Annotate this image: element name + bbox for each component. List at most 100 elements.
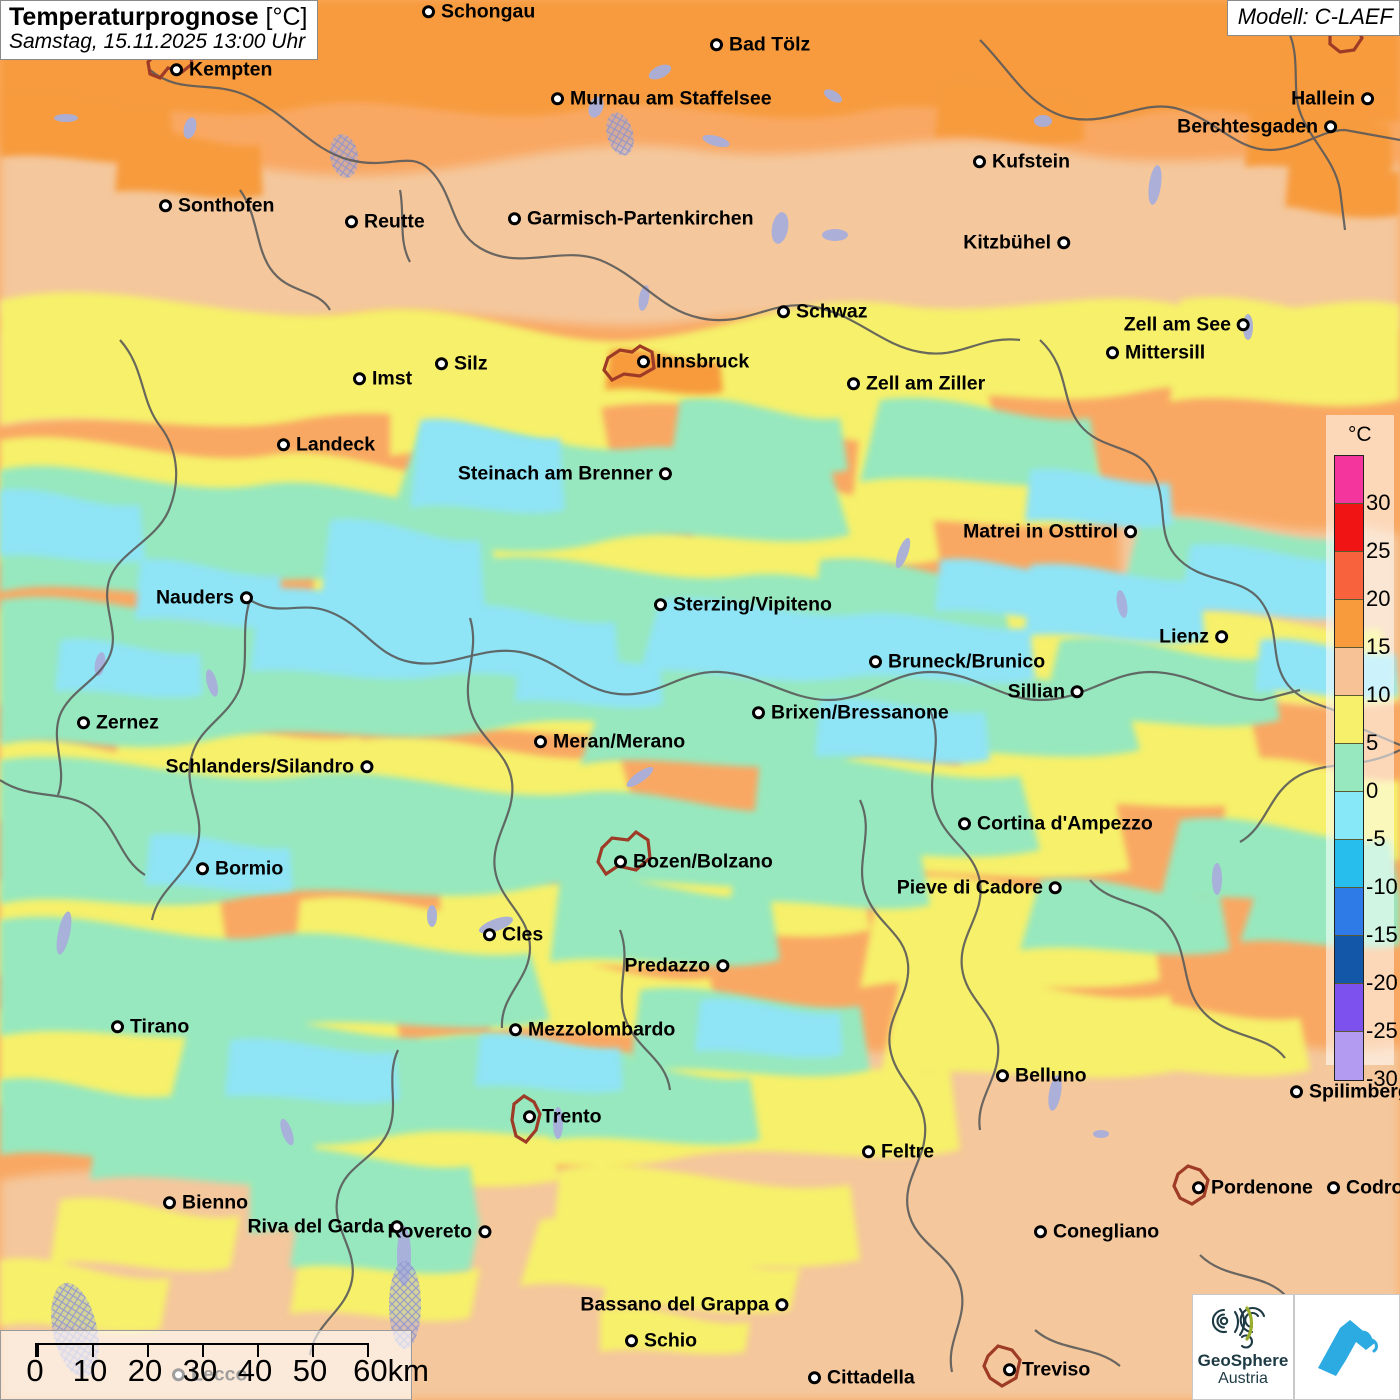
city-marker[interactable]: Silz [435, 354, 488, 374]
city-dot-icon [1215, 630, 1228, 644]
city-dot-icon [422, 5, 435, 19]
city-label: Schlanders/Silandro [165, 755, 354, 778]
scale-tick [147, 1345, 149, 1357]
city-marker[interactable]: Tirano [111, 1017, 189, 1037]
city-label: Cles [502, 923, 544, 946]
city-label: Belluno [1015, 1064, 1087, 1087]
legend-band-5 [1335, 696, 1363, 744]
page-title: Temperaturprognose [°C] [9, 4, 307, 30]
city-label: Zell am Ziller [866, 372, 986, 395]
city-marker[interactable]: Rovereto [387, 1222, 491, 1242]
city-label: Schio [644, 1329, 698, 1352]
city-marker[interactable]: Zell am See [1124, 315, 1250, 335]
legend-band-0 [1335, 744, 1363, 792]
city-marker[interactable]: Bruneck/Brunico [869, 652, 1045, 672]
city-marker[interactable]: Schwaz [777, 302, 868, 322]
city-marker[interactable]: Reutte [345, 212, 425, 232]
city-marker[interactable]: Feltre [862, 1142, 934, 1162]
city-marker[interactable]: Conegliano [1034, 1222, 1159, 1242]
city-label: Bormio [215, 857, 284, 880]
city-marker[interactable]: Sterzing/Vipiteno [654, 595, 832, 615]
city-marker[interactable]: Steinach am Brenner [458, 464, 672, 484]
city-marker[interactable]: Sonthofen [159, 196, 274, 216]
city-label: Sterzing/Vipiteno [673, 593, 832, 616]
city-marker[interactable]: Lienz [1159, 627, 1228, 647]
city-dot-icon [1324, 120, 1337, 134]
city-dot-icon [973, 155, 986, 169]
city-marker[interactable]: Nauders [156, 588, 253, 608]
legend-tick--25: -25 [1366, 1018, 1398, 1043]
city-marker[interactable]: Sillian [1008, 682, 1084, 702]
legend-tick--20: -20 [1366, 970, 1398, 995]
city-label: Meran/Merano [553, 730, 686, 753]
city-marker[interactable]: Cortina d'Ampezzo [958, 814, 1153, 834]
city-marker[interactable]: Innsbruck [637, 352, 749, 372]
city-label: Zell am See [1123, 313, 1231, 336]
city-marker[interactable]: Kufstein [973, 152, 1070, 172]
city-marker[interactable]: Brixen/Bressanone [752, 703, 949, 723]
city-marker[interactable]: Codroipo [1327, 1178, 1400, 1198]
city-marker[interactable]: Schio [625, 1331, 697, 1351]
city-marker[interactable]: Bad Tölz [710, 35, 810, 55]
city-dot-icon [1003, 1363, 1016, 1377]
city-marker[interactable]: Cittadella [808, 1368, 915, 1388]
city-marker[interactable]: Bormio [196, 859, 283, 879]
city-marker[interactable]: Belluno [996, 1066, 1087, 1086]
scale-label: 50 [292, 1353, 328, 1388]
city-label: Codroipo [1346, 1176, 1400, 1199]
city-marker[interactable]: Riva del Garda [247, 1217, 403, 1237]
city-marker[interactable]: Zernez [77, 713, 159, 733]
legend-tick-5: 5 [1366, 730, 1379, 755]
city-label: Kitzbühel [963, 231, 1051, 254]
legend-band--5 [1335, 792, 1363, 840]
legend-band-15 [1335, 600, 1363, 648]
scale-tick [92, 1345, 94, 1357]
city-marker[interactable]: Mittersill [1106, 343, 1205, 363]
city-marker[interactable]: Bassano del Grappa [580, 1295, 788, 1315]
city-dot-icon [1034, 1225, 1047, 1239]
city-marker[interactable]: Kitzbühel [963, 233, 1070, 253]
city-marker[interactable]: Murnau am Staffelsee [551, 89, 772, 109]
legend-tick--15: -15 [1366, 922, 1398, 947]
city-label: Pieve di Cadore [896, 876, 1043, 899]
city-marker[interactable]: Trento [523, 1107, 602, 1127]
city-marker[interactable]: Cles [483, 925, 543, 945]
city-marker[interactable]: Garmisch-Partenkirchen [508, 209, 754, 229]
city-marker[interactable]: Meran/Merano [534, 732, 685, 752]
city-marker[interactable]: Imst [353, 369, 412, 389]
city-marker[interactable]: Bozen/Bolzano [614, 852, 773, 872]
city-dot-icon [196, 862, 209, 876]
scale-bar: 0 10 20 30 40 50 60km [0, 1330, 429, 1400]
city-dot-icon [716, 959, 729, 973]
city-marker[interactable]: Predazzo [624, 956, 729, 976]
city-marker[interactable]: Hallein [1291, 89, 1374, 109]
legend-tick-20: 20 [1366, 586, 1391, 611]
city-dot-icon [77, 716, 90, 730]
city-marker[interactable]: Bienno [163, 1193, 248, 1213]
city-marker[interactable]: Spilimbergo [1290, 1082, 1400, 1102]
city-marker[interactable]: Matrei in Osttirol [963, 522, 1137, 542]
city-dot-icon [478, 1225, 491, 1239]
city-label: Treviso [1022, 1358, 1091, 1381]
city-dot-icon [360, 760, 373, 774]
city-marker[interactable]: Mezzolombardo [509, 1020, 675, 1040]
city-marker[interactable]: Kempten [170, 60, 272, 80]
city-marker[interactable]: Schlanders/Silandro [165, 757, 373, 777]
city-label: Innsbruck [656, 350, 750, 373]
city-dot-icon [996, 1069, 1009, 1083]
city-marker[interactable]: Pieve di Cadore [897, 878, 1062, 898]
city-dot-icon [1049, 881, 1062, 895]
city-marker[interactable]: Landeck [277, 435, 375, 455]
city-marker[interactable]: Pordenone [1192, 1178, 1313, 1198]
legend-tick-10: 10 [1366, 682, 1391, 707]
city-label: Schwaz [796, 300, 868, 323]
city-dot-icon [353, 372, 366, 386]
city-label: Bozen/Bolzano [633, 850, 773, 873]
city-dot-icon [958, 817, 971, 831]
city-marker[interactable]: Schongau [422, 2, 535, 22]
city-marker[interactable]: Zell am Ziller [847, 374, 985, 394]
city-marker[interactable]: Berchtesgaden [1177, 117, 1337, 137]
city-label: Conegliano [1053, 1220, 1160, 1243]
city-marker[interactable]: Treviso [1003, 1360, 1090, 1380]
city-label: Kufstein [992, 150, 1070, 173]
